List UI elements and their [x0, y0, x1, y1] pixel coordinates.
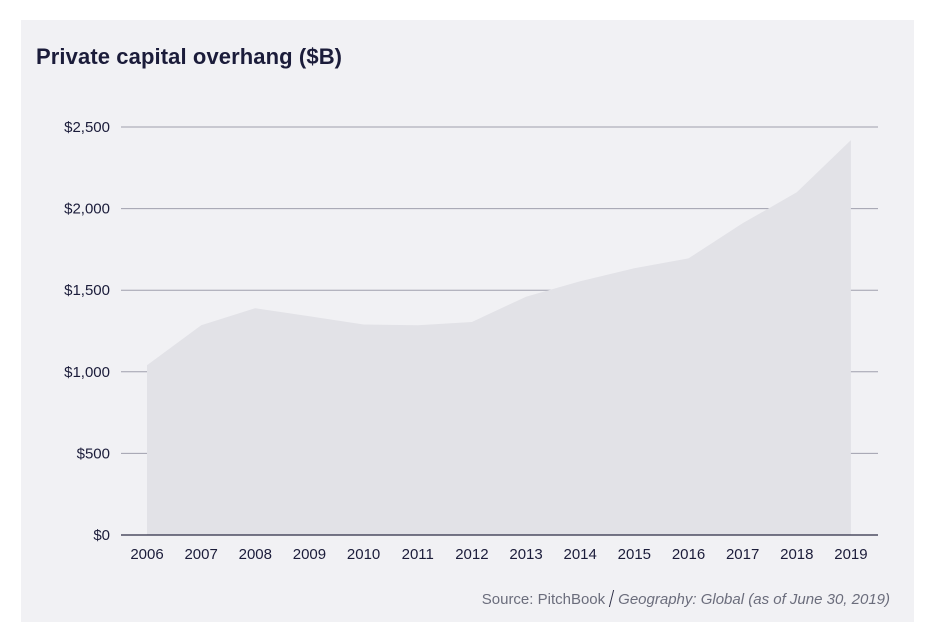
y-tick-label: $0 — [93, 527, 110, 544]
y-axis-ticks: $0 $500 $1,000 $1,500 $2,000 $2,500 — [64, 119, 110, 544]
y-tick-label: $500 — [77, 445, 110, 462]
x-tick-label: 2018 — [780, 546, 813, 563]
x-tick-label: 2017 — [726, 546, 759, 563]
x-tick-label: 2013 — [509, 546, 542, 563]
separator — [609, 590, 615, 607]
area-series — [147, 140, 851, 535]
x-tick-label: 2011 — [402, 546, 434, 563]
y-tick-label: $2,500 — [64, 119, 110, 136]
x-tick-label: 2014 — [564, 546, 597, 563]
source-label: Source: PitchBook — [481, 591, 606, 608]
chart-title: Private capital overhang ($B) — [36, 44, 343, 69]
x-tick-label: 2006 — [130, 546, 163, 563]
x-tick-label: 2010 — [347, 546, 380, 563]
source-note: Source: PitchBook Geography: Global (as o… — [482, 590, 890, 608]
y-tick-label: $2,000 — [64, 201, 110, 218]
y-tick-label: $1,000 — [64, 364, 110, 381]
x-tick-label: 2016 — [672, 546, 705, 563]
x-tick-label: 2019 — [834, 546, 867, 563]
geography-label: Geography: Global (as of June 30, 2019) — [618, 591, 890, 608]
x-tick-label: 2012 — [455, 546, 488, 563]
x-tick-label: 2015 — [618, 546, 651, 563]
x-tick-label: 2009 — [293, 546, 326, 563]
x-axis-ticks: 2006 2007 2008 2009 2010 2011 2012 2013 2014 2015… — [130, 546, 867, 563]
x-tick-label: 2007 — [184, 546, 217, 563]
y-tick-label: $1,500 — [64, 282, 110, 299]
x-tick-label: 2008 — [239, 546, 272, 563]
